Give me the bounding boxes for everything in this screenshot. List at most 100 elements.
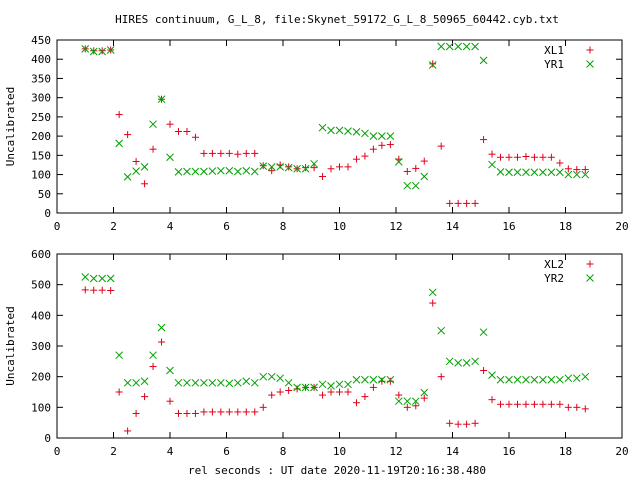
data-point bbox=[285, 163, 293, 171]
data-point bbox=[386, 375, 395, 384]
data-point bbox=[572, 170, 581, 179]
data-point bbox=[505, 375, 513, 384]
data-point-d2 bbox=[140, 163, 149, 171]
data-point bbox=[157, 95, 166, 104]
data-point bbox=[276, 388, 284, 396]
data-point bbox=[344, 163, 352, 171]
y-tick-label: 350 bbox=[31, 72, 51, 85]
data-point bbox=[547, 168, 556, 177]
x-tick-label: 2 bbox=[110, 220, 117, 233]
data-point bbox=[352, 399, 360, 407]
data-point bbox=[225, 408, 233, 416]
data-point bbox=[539, 375, 547, 384]
data-point bbox=[352, 375, 361, 384]
data-point bbox=[581, 170, 590, 179]
data-point-d2 bbox=[301, 383, 310, 392]
data-point bbox=[200, 149, 208, 157]
data-point-d2 bbox=[132, 378, 140, 387]
data-point bbox=[361, 393, 369, 401]
data-point-d2 bbox=[115, 351, 124, 360]
data-point bbox=[250, 378, 259, 387]
x-tick-label: 8 bbox=[280, 220, 287, 233]
data-point bbox=[225, 166, 234, 175]
data-point bbox=[268, 167, 276, 175]
data-point bbox=[564, 403, 572, 411]
data-point bbox=[132, 167, 140, 175]
data-point bbox=[242, 377, 251, 386]
data-point bbox=[394, 397, 403, 406]
y-tick-label: 500 bbox=[31, 279, 51, 292]
data-point bbox=[183, 378, 191, 387]
data-point-d2 bbox=[386, 375, 395, 384]
data-point bbox=[225, 149, 233, 157]
data-point bbox=[539, 400, 547, 408]
data-point bbox=[89, 274, 98, 283]
data-point bbox=[420, 157, 428, 165]
data-point bbox=[310, 383, 318, 392]
data-point-d2 bbox=[386, 132, 395, 140]
data-point-d2 bbox=[378, 132, 386, 140]
y-tick-label: 600 bbox=[31, 248, 51, 261]
legend-marker-d2 bbox=[586, 274, 594, 282]
data-point bbox=[539, 168, 547, 177]
data-point-d2 bbox=[98, 274, 107, 283]
data-point bbox=[411, 397, 420, 406]
data-point bbox=[302, 164, 310, 172]
data-point bbox=[412, 164, 420, 172]
data-point-d2 bbox=[437, 42, 446, 51]
data-point bbox=[98, 286, 106, 294]
data-point bbox=[496, 375, 505, 384]
y-tick-label: 100 bbox=[31, 401, 51, 414]
data-point-d2 bbox=[267, 372, 276, 381]
data-point-d2 bbox=[89, 47, 98, 56]
data-point-d2 bbox=[81, 44, 90, 53]
data-point-d2 bbox=[183, 167, 191, 176]
y-tick-label: 0 bbox=[44, 432, 51, 445]
data-point bbox=[462, 42, 471, 51]
y-tick-label: 400 bbox=[31, 53, 51, 66]
data-point-d2 bbox=[81, 273, 90, 281]
data-point bbox=[437, 42, 446, 51]
data-point-d2 bbox=[233, 167, 242, 176]
data-point bbox=[327, 382, 335, 390]
x-tick-label: 18 bbox=[559, 220, 572, 233]
data-point-d2 bbox=[547, 168, 556, 177]
x-tick-label: 10 bbox=[333, 220, 346, 233]
data-point-d2 bbox=[191, 167, 200, 176]
data-point-d2 bbox=[335, 126, 344, 135]
data-point bbox=[547, 153, 555, 161]
data-point bbox=[115, 111, 123, 119]
legend-marker bbox=[586, 60, 594, 68]
data-point bbox=[259, 162, 268, 170]
data-point bbox=[522, 375, 530, 384]
data-point-d2 bbox=[310, 159, 318, 168]
data-point-d2 bbox=[310, 383, 318, 392]
data-point-d2 bbox=[293, 164, 301, 173]
data-point-d2 bbox=[216, 166, 225, 175]
data-point bbox=[166, 120, 174, 128]
data-point bbox=[234, 150, 242, 158]
data-point bbox=[336, 388, 343, 396]
y-tick-label: 400 bbox=[31, 309, 51, 322]
y-tick-label: 50 bbox=[38, 188, 51, 201]
y-axis-label: Uncalibrated bbox=[4, 306, 17, 385]
data-point-d2 bbox=[233, 378, 242, 387]
y-axis-label: Uncalibrated bbox=[4, 87, 17, 166]
data-point bbox=[497, 400, 505, 408]
data-point bbox=[564, 374, 573, 383]
data-point-d2 bbox=[555, 168, 564, 177]
data-point bbox=[81, 44, 90, 53]
data-point bbox=[513, 400, 521, 408]
data-point bbox=[191, 167, 200, 176]
series-yr2 bbox=[81, 273, 590, 406]
data-point-d2 bbox=[276, 163, 285, 171]
data-point bbox=[488, 396, 496, 404]
x-tick-label: 8 bbox=[280, 445, 287, 458]
data-point bbox=[530, 153, 538, 161]
data-point bbox=[437, 373, 445, 381]
data-point-d2 bbox=[378, 375, 386, 384]
data-point-d2 bbox=[530, 375, 539, 384]
data-point-d2 bbox=[157, 95, 166, 104]
data-point bbox=[183, 409, 191, 417]
data-point bbox=[293, 383, 301, 392]
